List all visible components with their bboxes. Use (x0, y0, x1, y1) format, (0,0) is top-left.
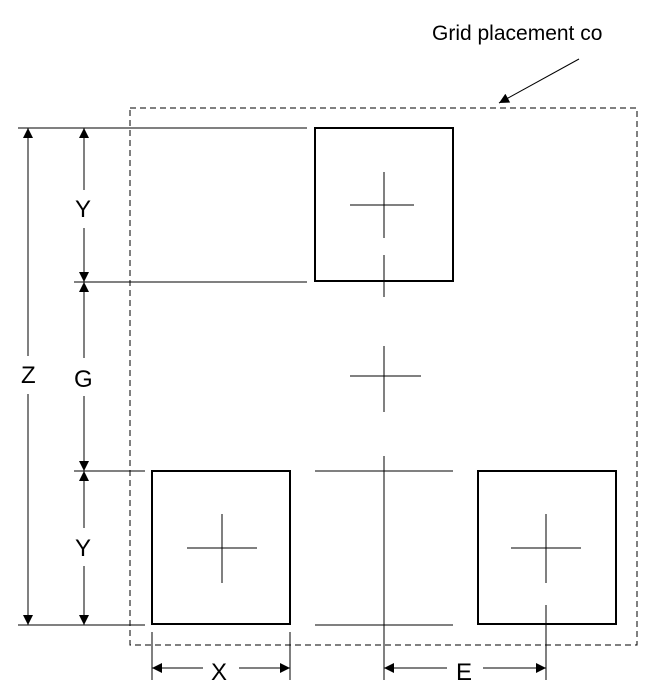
dim-y-bottom-label: Y (75, 535, 91, 562)
extension-lines (18, 127, 453, 680)
pad-center-marks (187, 172, 581, 583)
dim-x-label: X (211, 659, 227, 686)
dim-y-top-label: Y (75, 196, 91, 223)
grid-placement-callout-text: Grid placement co (432, 22, 602, 45)
grid-placement-courtyard (129, 107, 638, 646)
pad-bottom-left (151, 470, 291, 625)
callout-leader-arrow (498, 58, 580, 104)
dim-e-label: E (456, 659, 472, 686)
dim-g-label: G (74, 366, 93, 393)
pad-bottom-right (477, 470, 617, 625)
dim-z-label: Z (21, 362, 36, 389)
